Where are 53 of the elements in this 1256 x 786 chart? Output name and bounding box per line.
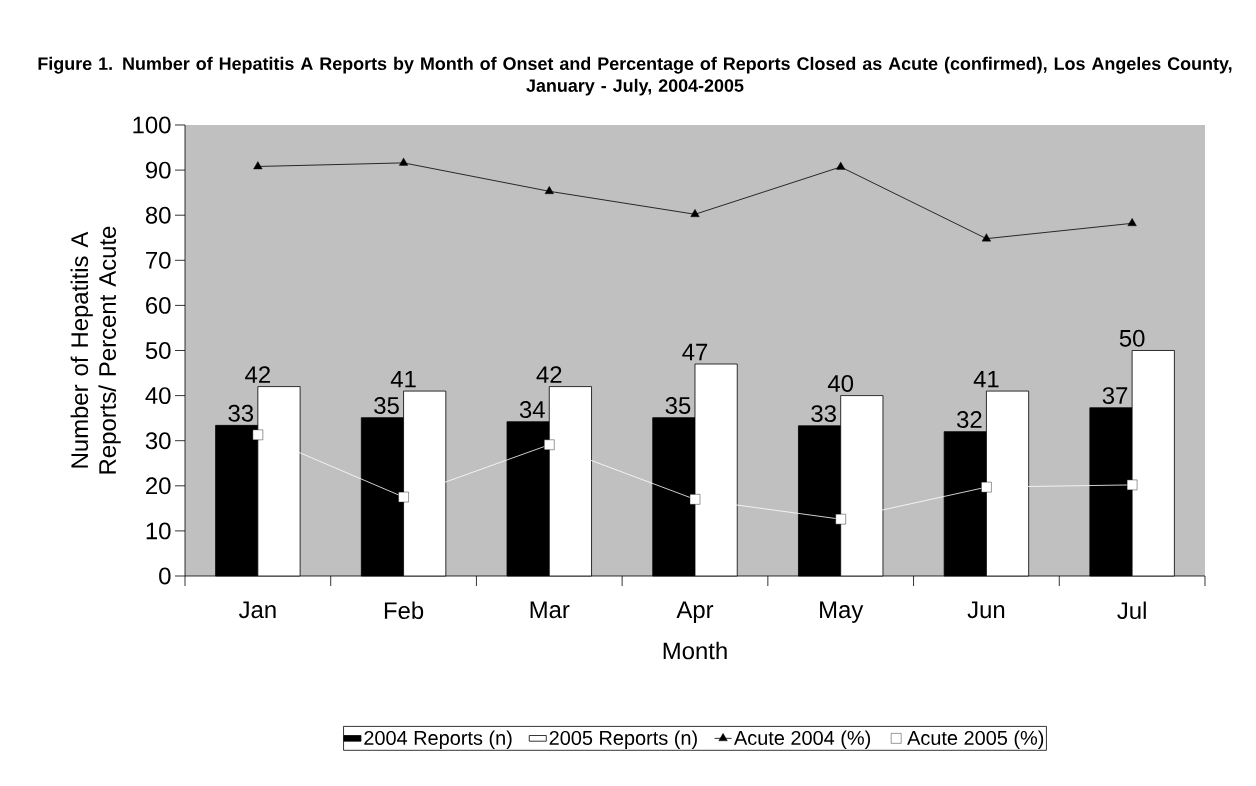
y-tick-label: 10 [146,522,171,540]
data-label: 34 [519,401,545,419]
data-label: 33 [228,404,254,422]
data-label: 42 [245,366,270,383]
point [1127,218,1137,227]
y-tick-label: 80 [145,206,171,224]
chart-title: Figure 1. Number of Hepatitis A Reports by Month of Onset and Percentage of Reports Closed as Acute (confirmed), Los Angeles County, January - July, 2004-2005 [38,56,1232,96]
point [253,161,263,170]
y-tick-label: 100 [133,116,171,134]
legend-label: Acute 2004 (%) [733,730,871,749]
point [398,491,409,503]
data-label: 33 [811,405,836,423]
y-axis-title: Number of Hepatitis A Reports/ Percent Acute [70,226,121,474]
x-tick-label: Jun [967,601,1005,619]
data-label: 32 [957,411,982,428]
legend-label: 2004 Reports (n) [364,730,512,749]
y-tick-label: 90 [146,161,171,179]
point [981,481,992,493]
legend-label: 2005 Reports (n) [549,730,697,749]
data-label: 41 [973,370,999,388]
y-tick-label: 70 [146,251,171,269]
point [835,513,846,525]
x-tick-label: Jan [238,601,276,619]
y-tick-label: 50 [145,342,171,359]
data-label: 50 [1119,329,1145,347]
y-tick-label: 40 [145,387,171,405]
data-label: 41 [390,370,416,388]
data-label: 37 [1102,387,1128,405]
x-tick-label: Jul [1117,601,1146,620]
data-label: 40 [827,374,854,392]
data-label: 35 [665,397,691,414]
data-label: 35 [374,397,399,414]
point [689,494,701,505]
x-tick-label: Apr [676,601,714,623]
x-tick-label: Mar [530,601,570,619]
x-tick-label: Feb [384,601,424,620]
point [981,233,991,242]
y-tick-label: 20 [146,477,171,495]
y-tick-label: 30 [145,432,171,450]
point [690,209,700,217]
x-tick-label: May [820,601,864,623]
point [544,186,554,194]
data-label: 42 [536,366,562,383]
point [252,429,264,441]
point [836,161,846,170]
y-tick-label: 60 [146,296,171,314]
point [544,439,555,450]
point [399,157,409,166]
y-tick-label: 0 [159,567,171,585]
legend-label: Acute 2005 (%) [907,730,1044,749]
x-axis-title: Month [663,641,727,660]
point [1126,479,1138,491]
data-label: 47 [682,343,708,361]
